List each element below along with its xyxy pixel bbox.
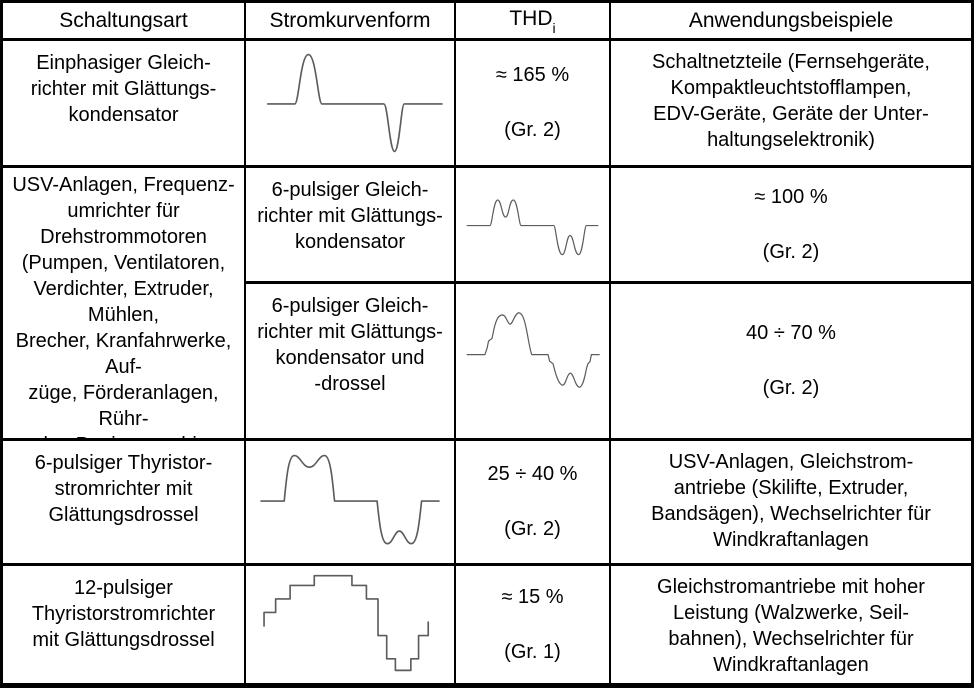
row3-thd-value: 40 ÷ 70 % — [746, 322, 836, 344]
header-schaltungsart-label: Schaltungsart — [59, 8, 188, 32]
header-anwendungsbeispiele-label: Anwendungsbeispiele — [688, 8, 894, 32]
six-pulse-rectifier-capacitor-choke-waveform-icon — [466, 312, 600, 388]
row2-thd-group: (Gr. 2) — [762, 240, 820, 263]
row1-waveform-cell — [246, 41, 454, 165]
row4-circuit-type: 6-pulsiger Thyristor- stromrichter mit G… — [3, 441, 244, 563]
row4-thd-group: (Gr. 2) — [504, 518, 561, 540]
row5-applications: Gleichstromantriebe mit hoher Leistung (… — [611, 566, 971, 683]
row4-applications: USV-Anlagen, Gleichstrom- antriebe (Skil… — [611, 441, 971, 563]
row3-thd-cell: 40 ÷ 70 % (Gr. 2) — [611, 284, 971, 438]
row2-thd-value: ≈ 100 % — [754, 185, 828, 208]
row3-thd-group: (Gr. 2) — [762, 377, 820, 399]
row2-circuit-type: 6-pulsiger Gleich- richter mit Glättungs… — [246, 168, 454, 281]
row5-thd-cell: ≈ 15 % (Gr. 1) — [456, 566, 609, 683]
six-pulse-rectifier-capacitor-waveform-icon — [466, 199, 599, 256]
header-thdi-label: THDi — [509, 7, 556, 36]
header-stromkurvenform: Stromkurvenform — [246, 3, 454, 38]
row1-applications: Schaltnetzteile (Fernsehgeräte, Kompaktl… — [611, 41, 971, 165]
row3-circuit-type: 6-pulsiger Gleich- richter mit Glättungs… — [246, 284, 454, 438]
thdi-subscript: i — [552, 19, 556, 36]
single-phase-rectifier-waveform-icon — [266, 53, 443, 153]
row1-thd-cell: ≈ 165 % (Gr. 2) — [456, 41, 609, 165]
header-schaltungsart: Schaltungsart — [3, 3, 244, 38]
row4-waveform-cell — [246, 441, 454, 563]
six-pulse-thyristor-converter-waveform-icon — [260, 454, 440, 545]
row1-thd-group: (Gr. 2) — [504, 119, 561, 141]
row5-thd-value: ≈ 15 % — [501, 585, 564, 608]
row2-row3-applications-merged: USV-Anlagen, Frequenz- umrichter für Dre… — [3, 168, 244, 438]
row5-circuit-type: 12-pulsiger Thyristorstromrichter mit Gl… — [3, 566, 244, 683]
row1-thd-value: ≈ 165 % — [495, 64, 570, 86]
row3-waveform-cell — [456, 284, 609, 438]
twelve-pulse-thyristor-staircase-waveform-icon — [263, 574, 430, 672]
header-stromkurvenform-label: Stromkurvenform — [269, 8, 431, 32]
header-anwendungsbeispiele: Anwendungsbeispiele — [611, 3, 971, 38]
row5-waveform-cell — [246, 566, 454, 683]
row2-waveform-cell — [456, 168, 609, 281]
row4-thd-cell: 25 ÷ 40 % (Gr. 2) — [456, 441, 609, 563]
row4-thd-value: 25 ÷ 40 % — [487, 463, 578, 485]
row1-circuit-type: Einphasiger Gleich- richter mit Glättung… — [3, 41, 244, 165]
header-thdi: THDi — [456, 3, 609, 38]
row5-thd-group: (Gr. 1) — [504, 640, 561, 663]
row2-thd-cell: ≈ 100 % (Gr. 2) — [611, 168, 971, 281]
